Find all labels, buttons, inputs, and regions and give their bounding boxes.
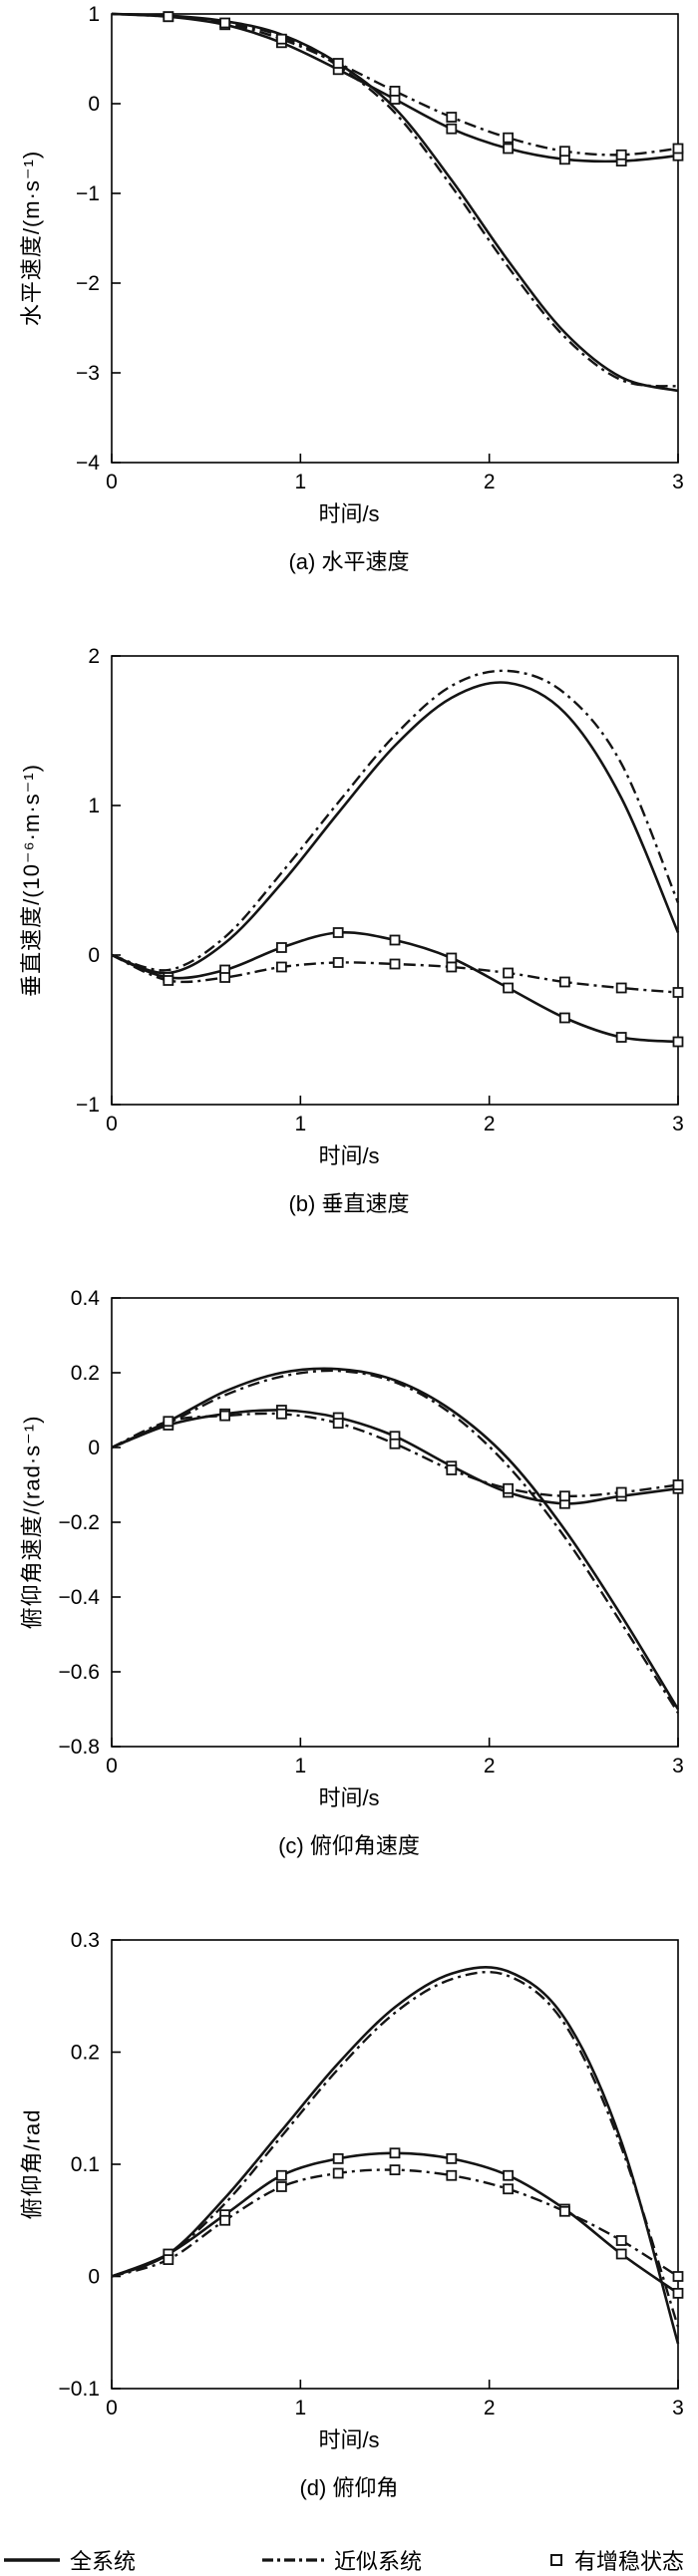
svg-text:1: 1 <box>88 795 100 817</box>
caption-c: (c) 俯仰角速度 <box>278 1833 420 1858</box>
svg-text:−1: −1 <box>76 182 100 205</box>
svg-text:1: 1 <box>88 4 100 26</box>
svg-text:−1: −1 <box>76 1094 100 1117</box>
svg-text:0.3: 0.3 <box>71 1930 100 1952</box>
chart-panel-a: 水平速度/(m·s⁻¹) 0 1 2 3 1 0 −1 −2 −3 −4 时间/s (a) 水平速… <box>0 4 698 576</box>
svg-text:2: 2 <box>484 1755 496 1777</box>
svg-text:0.2: 0.2 <box>71 2042 100 2065</box>
x-axis-label-d: 时间/s <box>318 2427 380 2452</box>
solid-line-icon <box>4 2558 60 2562</box>
svg-text:−3: −3 <box>76 362 100 385</box>
plot-d: 0 1 2 3 0.3 0.2 0.1 0 −0.1 <box>59 1930 684 2419</box>
svg-text:2: 2 <box>484 471 496 493</box>
svg-text:1: 1 <box>294 1113 306 1135</box>
svg-text:1: 1 <box>294 1755 306 1777</box>
svg-text:−4: −4 <box>76 452 100 475</box>
svg-text:0: 0 <box>88 944 100 967</box>
legend-label: 有增稳状态 <box>573 2549 684 2574</box>
legend: 全系统 近似系统 有增稳状态 <box>0 2544 698 2576</box>
svg-text:0: 0 <box>106 1755 118 1777</box>
plot-b: 0 1 2 3 2 1 0 −1 <box>76 646 684 1135</box>
svg-text:0: 0 <box>106 2397 118 2419</box>
legend-item-stab-state: 有增稳状态 <box>546 2544 684 2576</box>
svg-text:3: 3 <box>672 471 684 493</box>
chart-panel-d: 俯仰角/rad 0 1 2 3 0.3 0.2 0.1 0 −0.1 时间/s (d) 俯仰角 <box>0 1930 698 2502</box>
svg-text:−0.6: −0.6 <box>59 1661 100 1684</box>
x-axis-label-b: 时间/s <box>318 1143 380 1168</box>
svg-text:0.2: 0.2 <box>71 1362 100 1385</box>
legend-label: 全系统 <box>70 2549 137 2574</box>
dashdot-line-icon <box>261 2558 324 2562</box>
plot-a: 0 1 2 3 1 0 −1 −2 −3 −4 <box>76 4 684 493</box>
square-marker-icon <box>549 2554 562 2566</box>
svg-text:−2: −2 <box>76 272 100 295</box>
legend-item-full-system: 全系统 <box>2 2544 136 2576</box>
svg-text:0.4: 0.4 <box>71 1288 101 1310</box>
chart-panel-b: 垂直速度/(10⁻⁶·m·s⁻¹) 0 1 2 3 2 1 0 −1 时间/s (b) 垂直速… <box>0 646 698 1218</box>
svg-text:1: 1 <box>294 471 306 493</box>
caption-a: (a) 水平速度 <box>288 549 410 574</box>
x-axis-label-a: 时间/s <box>318 501 380 526</box>
legend-label: 近似系统 <box>333 2549 422 2574</box>
caption-d: (d) 俯仰角 <box>299 2475 399 2500</box>
svg-text:2: 2 <box>484 1113 496 1135</box>
svg-text:0: 0 <box>88 1437 100 1459</box>
chart-panel-c: 俯仰角速度/(rad·s⁻¹) 0 1 2 3 0.4 0.2 0 −0.2 −0.4 −0.6−… <box>0 1288 698 1860</box>
svg-text:0: 0 <box>88 2266 100 2289</box>
svg-text:−0.4: −0.4 <box>59 1586 101 1609</box>
svg-text:3: 3 <box>672 2397 684 2419</box>
svg-text:2: 2 <box>484 2397 496 2419</box>
svg-text:−0.1: −0.1 <box>59 2378 100 2401</box>
svg-text:0: 0 <box>88 93 100 116</box>
svg-text:3: 3 <box>672 1113 684 1135</box>
svg-text:0: 0 <box>106 1113 118 1135</box>
svg-text:0.1: 0.1 <box>71 2153 100 2176</box>
caption-b: (b) 垂直速度 <box>288 1191 410 1216</box>
svg-text:1: 1 <box>294 2397 306 2419</box>
svg-text:2: 2 <box>88 646 100 668</box>
legend-item-approx-system: 近似系统 <box>260 2544 422 2576</box>
x-axis-label-c: 时间/s <box>318 1785 380 1810</box>
svg-text:0: 0 <box>106 471 118 493</box>
plot-c: 0 1 2 3 0.4 0.2 0 −0.2 −0.4 −0.6 −0.8 <box>59 1288 684 1777</box>
svg-text:3: 3 <box>672 1755 684 1777</box>
svg-text:−0.2: −0.2 <box>59 1511 100 1534</box>
svg-text:−0.8: −0.8 <box>59 1736 100 1759</box>
